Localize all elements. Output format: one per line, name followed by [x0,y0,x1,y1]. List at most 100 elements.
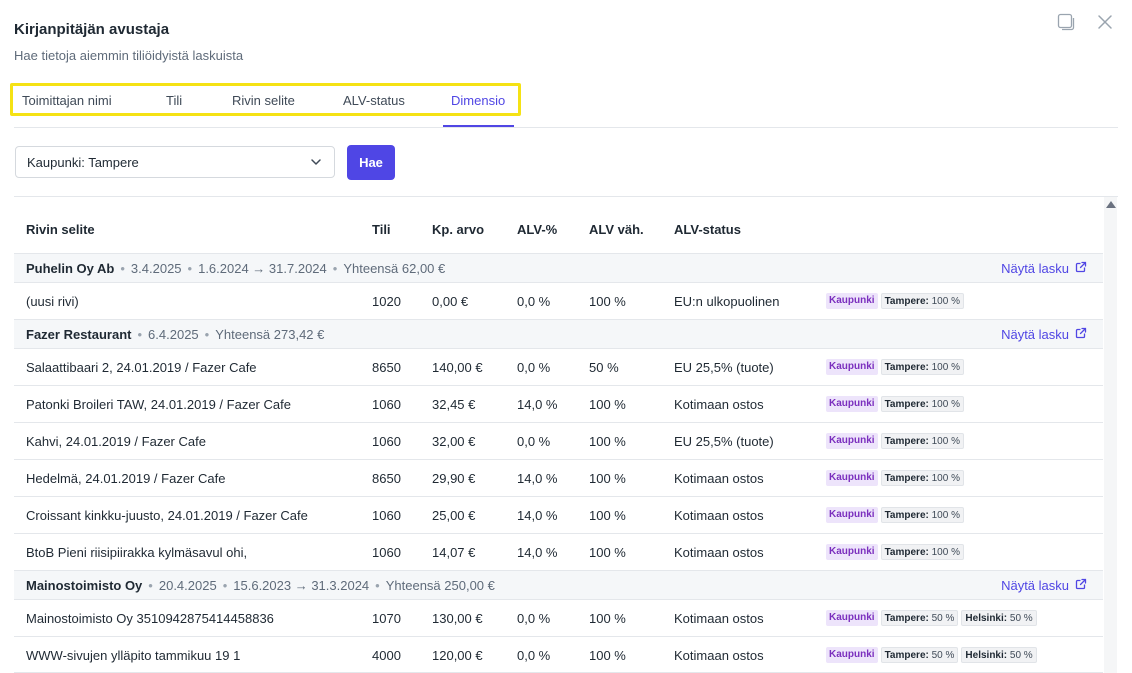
dimension-value-badge: Tampere: 50 % [880,647,959,663]
show-invoice-link[interactable]: Näytä lasku [1001,578,1087,593]
table-row: BtoB Pieni riisipiirakka kylmäsavul ohi,… [14,533,1103,570]
dimension-value-pct: 100 % [931,296,960,307]
meta-separator: • [375,578,380,593]
tab-toimittajan-nimi[interactable]: Toimittajan nimi [22,93,112,108]
invoice-meta: Yhteensä 62,00 € [343,261,446,276]
cell-alv-status: Kotimaan ostos [674,611,764,626]
tabs-divider [14,127,1118,128]
dimension-value-badge: Tampere: 100 % [880,470,964,486]
meta-separator: • [137,327,143,342]
tab-alv-status[interactable]: ALV-status [343,93,405,108]
invoice-meta: Yhteensä 273,42 € [215,327,325,342]
dimension-value-name: Tampere: [884,650,929,661]
cell-tili: 1060 [372,508,401,523]
dimension-value-badge: Helsinki: 50 % [961,610,1037,626]
cell-alv-status: EU:n ulkopuolinen [674,294,780,309]
invoice-group-info: Mainostoimisto Oy • 20.4.2025 • 15.6.2023 → … [26,578,495,593]
dimension-select[interactable]: Kaupunki: Tampere [15,146,335,178]
col-header-rivin-selite: Rivin selite [26,222,95,237]
dimension-value-badge: Helsinki: 50 % [961,647,1037,663]
table-header: Rivin selite Tili Kp. arvo ALV-% ALV väh… [14,205,1103,253]
dimension-value-badge: Tampere: 50 % [880,610,959,626]
cell-alv-pct: 14,0 % [517,471,558,486]
dimension-value-name: Tampere: [884,473,929,484]
cell-alv-pct: 14,0 % [517,545,558,560]
cell-alv-pct: 14,0 % [517,397,558,412]
cell-kp-arvo: 29,90 € [432,471,476,486]
table-row: (uusi rivi) 1020 0,00 € 0,0 % 100 % EU:n ulko… [14,282,1103,319]
cell-tili: 1060 [372,397,401,412]
dimension-value-badge: Tampere: 100 % [880,544,964,560]
cell-alv-vah: 100 % [589,648,626,663]
cell-rivin-selite: Mainostoimisto Oy 3510942875414458836 [26,611,274,626]
tab-tili[interactable]: Tili [166,93,183,108]
dimension-badge-kaupunki: Kaupunki [826,433,878,449]
dimension-badge-kaupunki: Kaupunki [826,359,878,375]
cell-alv-status: Kotimaan ostos [674,397,764,412]
invoice-meta: 15.6.2023 → 31.3.2024 [233,578,370,593]
dimension-value-pct: 100 % [931,362,960,373]
chevron-down-icon [310,156,322,171]
cell-kp-arvo: 120,00 € [432,648,483,663]
dimension-tags: Kaupunki Tampere: 100 % [826,433,964,449]
meta-separator: • [204,327,210,342]
cell-kp-arvo: 0,00 € [432,294,469,309]
table-row: Kahvi, 24.01.2019 / Fazer Cafe 1060 32,00 … [14,422,1103,459]
show-invoice-link[interactable]: Näytä lasku [1001,261,1087,276]
cell-rivin-selite: Patonki Broileri TAW, 24.01.2019 / Fazer… [26,397,291,412]
restore-window-icon[interactable] [1055,11,1077,33]
dimension-badge-kaupunki: Kaupunki [826,507,878,523]
cell-rivin-selite: BtoB Pieni riisipiirakka kylmäsavul ohi, [26,545,248,560]
scroll-up-icon[interactable] [1106,201,1116,208]
cell-alv-pct: 0,0 % [517,294,551,309]
meta-separator: • [332,261,338,276]
cell-alv-vah: 50 % [589,360,619,375]
invoice-meta: 1.6.2024 → 31.7.2024 [198,261,327,276]
cell-alv-vah: 100 % [589,611,626,626]
cell-rivin-selite: Hedelmä, 24.01.2019 / Fazer Cafe [26,471,226,486]
dimension-value-pct: 50 % [1009,650,1033,661]
table-row: Patonki Broileri TAW, 24.01.2019 / Fazer… [14,385,1103,422]
close-icon[interactable] [1094,11,1116,33]
dimension-badge-kaupunki: Kaupunki [826,470,878,486]
cell-alv-vah: 100 % [589,397,626,412]
dimension-tags: Kaupunki Tampere: 100 % [826,396,964,412]
dimension-tags: Kaupunki Tampere: 50 % Helsinki: 50 % [826,647,1037,663]
show-invoice-link[interactable]: Näytä lasku [1001,327,1087,342]
invoice-meta: 6.4.2025 [148,327,199,342]
col-header-alv-pct: ALV-% [517,222,558,237]
cell-alv-pct: 0,0 % [517,434,551,449]
table-row: Salaattibaari 2, 24.01.2019 / Fazer Cafe… [14,348,1103,385]
dimension-value-name: Helsinki: [965,650,1008,661]
tab-rivin-selite[interactable]: Rivin selite [232,93,295,108]
cell-kp-arvo: 25,00 € [432,508,476,523]
results-table: Rivin selite Tili Kp. arvo ALV-% ALV väh… [14,205,1103,673]
external-link-icon [1075,578,1087,593]
invoice-meta: 3.4.2025 [130,261,182,276]
cell-kp-arvo: 32,45 € [432,397,476,412]
cell-alv-vah: 100 % [589,294,626,309]
external-link-icon [1075,261,1087,276]
dimension-value-pct: 50 % [931,650,955,661]
cell-alv-vah: 100 % [589,471,626,486]
table-row: Croissant kinkku-juusto, 24.01.2019 / Fa… [14,496,1103,533]
cell-rivin-selite: Kahvi, 24.01.2019 / Fazer Cafe [26,434,206,449]
dimension-value-name: Tampere: [884,362,929,373]
table-row: Hedelmä, 24.01.2019 / Fazer Cafe 8650 29,9… [14,459,1103,496]
invoice-meta: Yhteensä 250,00 € [385,578,495,593]
dimension-value-pct: 100 % [931,547,960,558]
dimension-value-pct: 100 % [931,399,960,410]
tab-dimensio[interactable]: Dimensio [451,93,506,108]
cell-tili: 1020 [372,294,401,309]
dimension-value-pct: 100 % [931,510,960,521]
cell-alv-vah: 100 % [589,434,626,449]
page-subtitle: Hae tietoja aiemmin tiliöidyistä laskuis… [14,48,244,63]
col-header-tili: Tili [372,222,391,237]
cell-alv-status: Kotimaan ostos [674,471,764,486]
scrollbar[interactable] [1104,197,1117,673]
show-invoice-label: Näytä lasku [1001,327,1069,342]
cell-kp-arvo: 32,00 € [432,434,476,449]
cell-kp-arvo: 130,00 € [432,611,483,626]
search-button[interactable]: Hae [347,145,395,180]
cell-tili: 1060 [372,545,401,560]
